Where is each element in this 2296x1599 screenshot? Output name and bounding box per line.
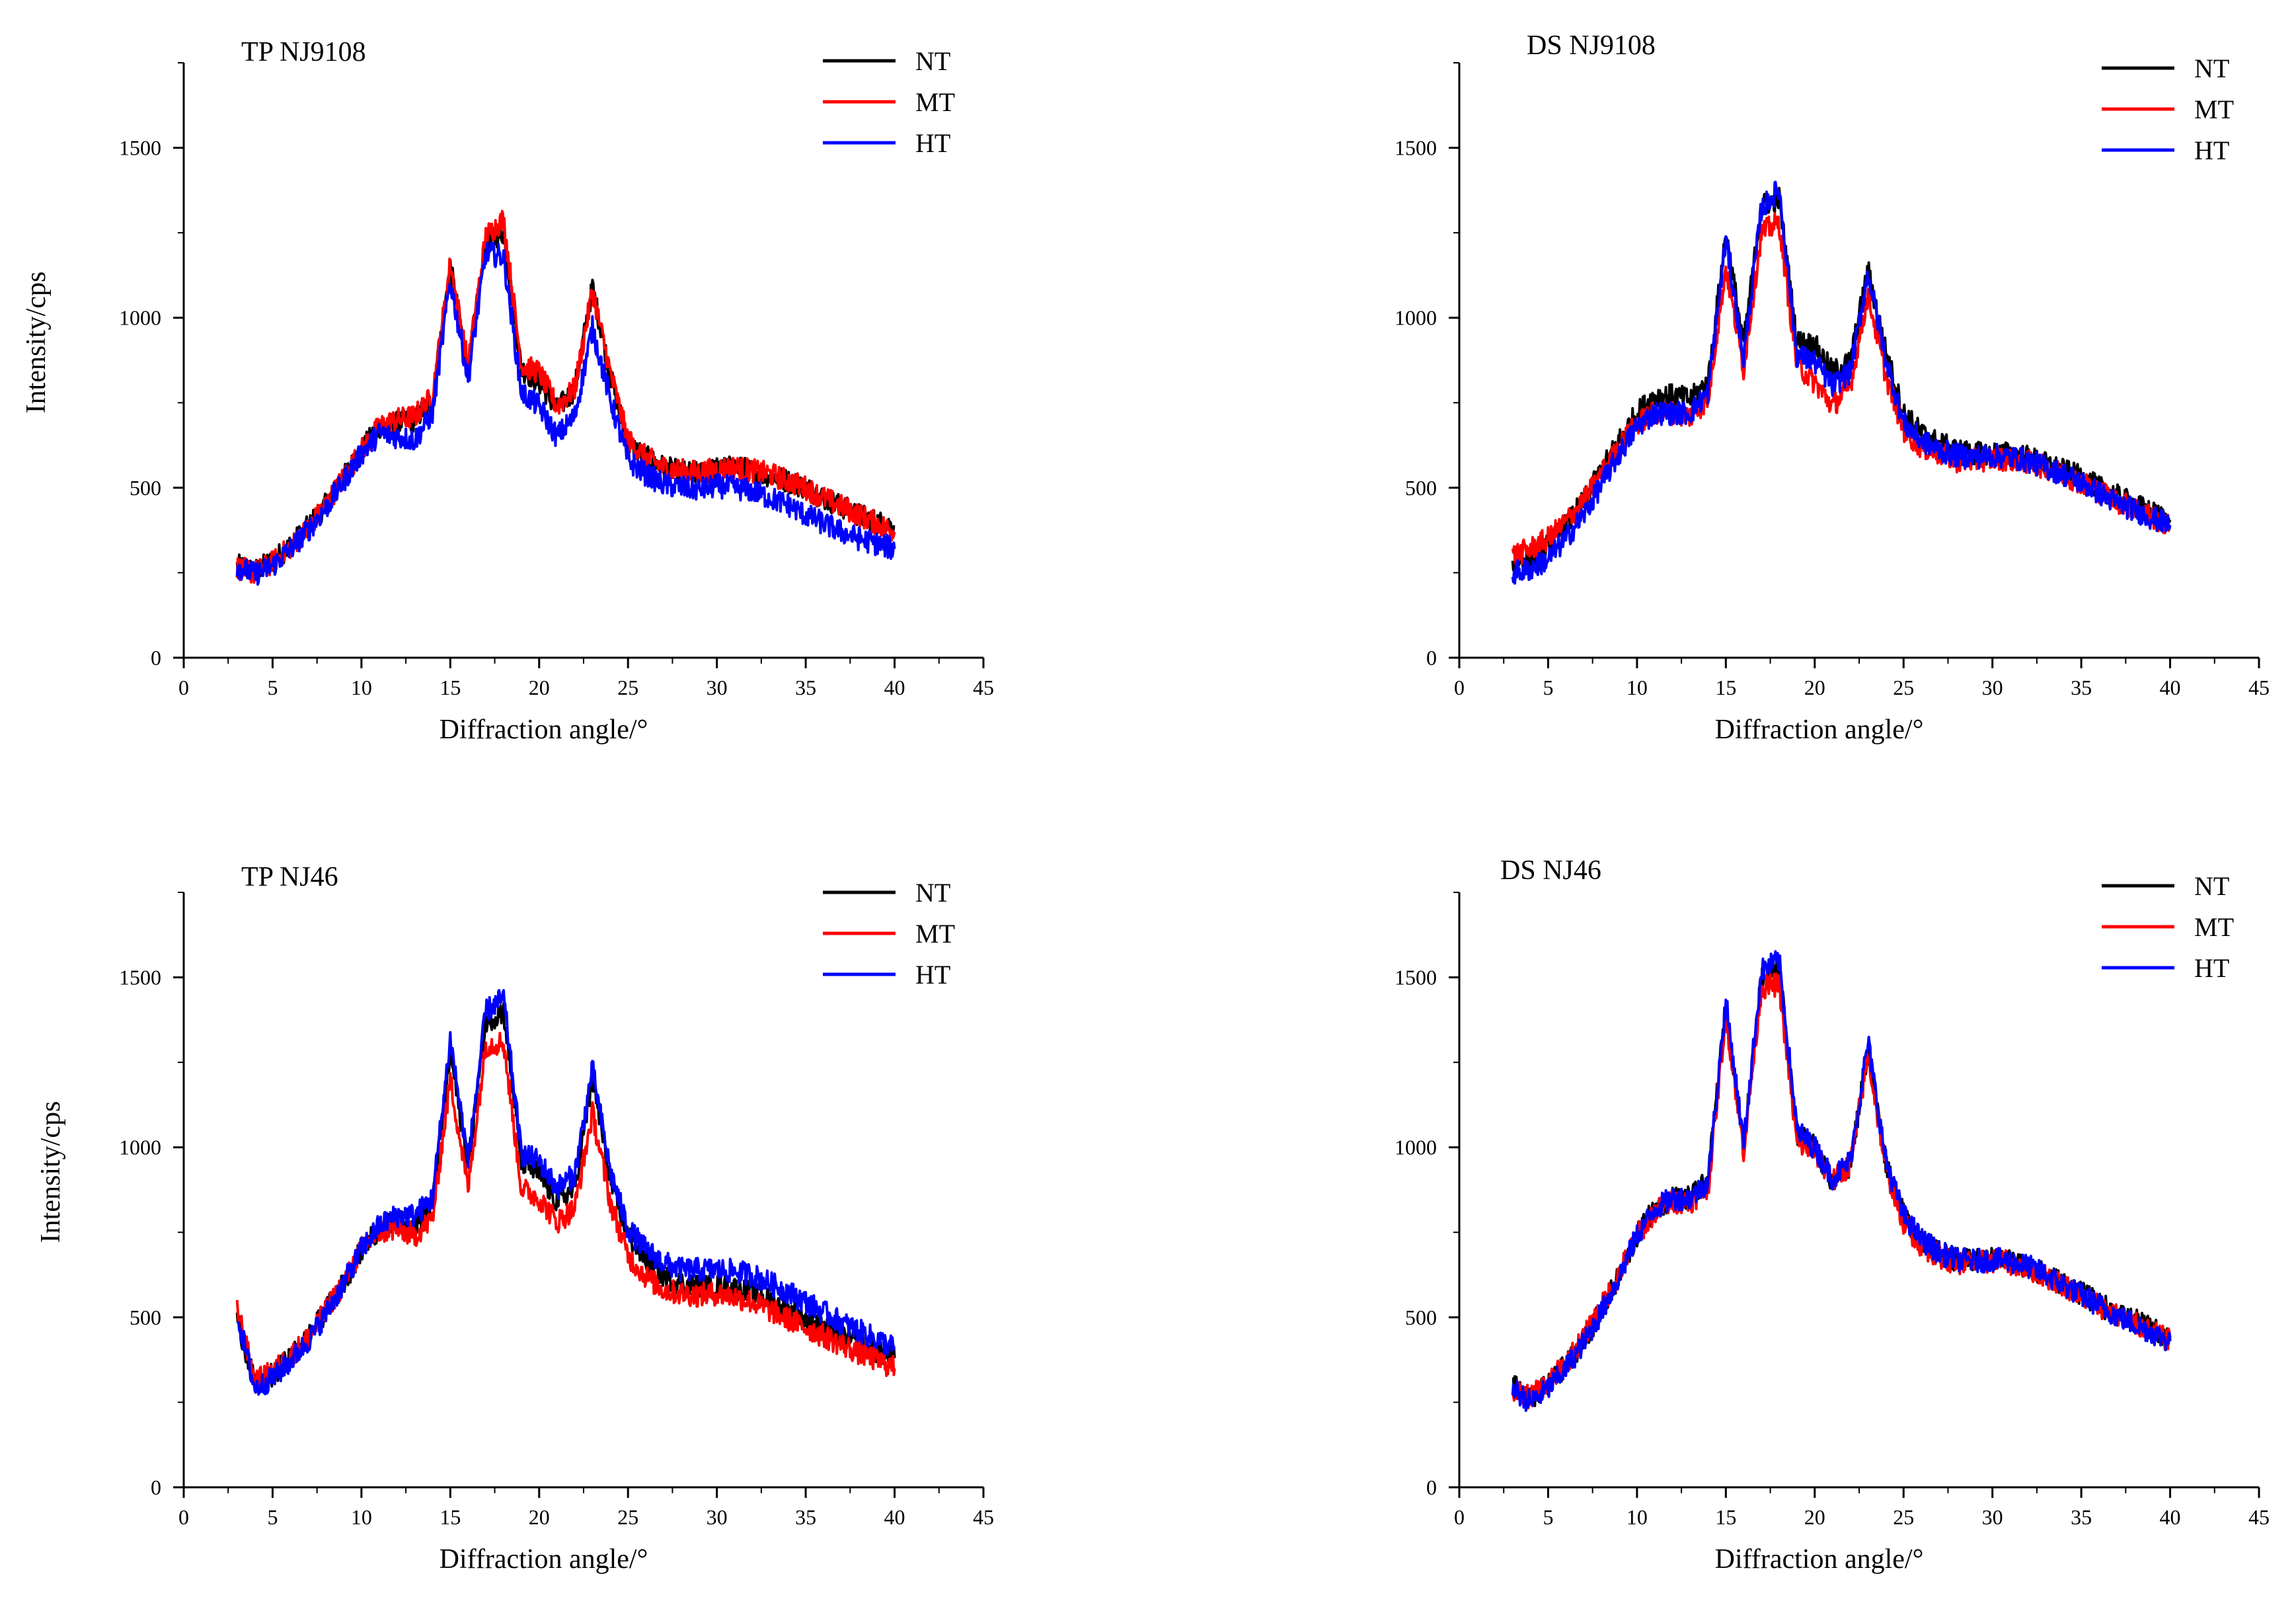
x-tick-label: 5 <box>1543 676 1553 699</box>
y-tick-label: 500 <box>130 1306 161 1329</box>
x-axis-label: Diffraction angle/° <box>440 1544 648 1575</box>
y-tick-label: 1000 <box>1395 306 1437 330</box>
x-tick-label: 10 <box>1626 1505 1648 1529</box>
x-tick-label: 20 <box>1804 676 1825 699</box>
panel-title: DS NJ9108 <box>1527 30 1656 61</box>
x-tick-label: 35 <box>795 1505 816 1529</box>
y-tick-label: 1000 <box>119 1136 161 1159</box>
legend-label-nt: NT <box>2194 871 2229 901</box>
y-tick-label: 0 <box>1426 1475 1437 1499</box>
legend: NT MT HT <box>2102 54 2234 165</box>
x-tick-label: 0 <box>1454 1505 1465 1529</box>
legend-label-ht: HT <box>915 960 950 990</box>
chart-panel-2: 0 5 10 15 20 25 30 35 40 45 0 500 1000 1500 Diffractio… <box>1395 30 2270 745</box>
series-line-mt <box>1511 972 2172 1410</box>
x-tick-label: 15 <box>1715 676 1736 699</box>
chart-panel-4: 0 5 10 15 20 25 30 35 40 45 0 500 1000 1500 Diffractio… <box>1395 855 2270 1575</box>
legend: NT MT HT <box>2102 871 2234 983</box>
x-tick-label: 5 <box>1543 1505 1553 1529</box>
x-tick-label: 15 <box>1715 1505 1736 1529</box>
x-tick-label: 15 <box>440 1505 461 1529</box>
x-tick-label: 20 <box>1804 1505 1825 1529</box>
x-tick-label: 10 <box>351 676 372 699</box>
series-line-mt <box>1511 212 2172 565</box>
chart-panel-1: 0 5 10 15 20 25 30 35 40 45 0 500 1000 1500 Diffractio… <box>21 37 994 745</box>
y-tick-label: 0 <box>1426 646 1437 670</box>
legend-label-mt: MT <box>2194 95 2234 124</box>
x-tick-label: 30 <box>1982 1505 2003 1529</box>
x-tick-label: 25 <box>617 676 638 699</box>
legend-label-ht: HT <box>915 128 950 158</box>
panel-title: DS NJ46 <box>1500 855 1601 886</box>
x-tick-label: 5 <box>267 676 278 699</box>
y-tick-label: 500 <box>1405 1306 1437 1329</box>
legend-label-ht: HT <box>2194 953 2229 983</box>
x-tick-label: 0 <box>178 1505 189 1529</box>
legend: NT MT HT <box>823 878 955 990</box>
legend-label-mt: MT <box>915 87 955 117</box>
x-tick-label: 35 <box>2071 1505 2092 1529</box>
x-tick-label: 40 <box>884 676 905 699</box>
y-tick-label: 1500 <box>1395 966 1437 990</box>
y-tick-label: 0 <box>151 1475 161 1499</box>
y-tick-label: 1500 <box>1395 136 1437 160</box>
series-line-mt <box>235 210 896 584</box>
x-tick-label: 45 <box>973 676 994 699</box>
legend-label-nt: NT <box>915 46 950 76</box>
chart-panel-3: 0 5 10 15 20 25 30 35 40 45 0 500 1000 1500 Diffractio… <box>36 862 994 1575</box>
x-tick-label: 25 <box>1893 1505 1914 1529</box>
x-axis-label: Diffraction angle/° <box>1715 1544 1924 1575</box>
x-tick-label: 20 <box>529 676 550 699</box>
y-axis-label: Intensity/cps <box>36 1101 66 1243</box>
panel-title: TP NJ9108 <box>241 37 366 67</box>
x-tick-label: 25 <box>617 1505 638 1529</box>
y-tick-label: 500 <box>130 476 161 500</box>
series-line-ht <box>236 989 896 1396</box>
x-tick-label: 25 <box>1893 676 1914 699</box>
x-tick-label: 35 <box>795 676 816 699</box>
x-tick-label: 30 <box>707 676 728 699</box>
x-tick-label: 40 <box>2160 676 2181 699</box>
legend-label-mt: MT <box>2194 912 2234 942</box>
x-axis-label: Diffraction angle/° <box>1715 715 1924 745</box>
series-line-mt <box>235 1031 896 1393</box>
x-tick-label: 30 <box>1982 676 2003 699</box>
x-tick-label: 0 <box>178 676 189 699</box>
y-tick-label: 1000 <box>1395 1136 1437 1159</box>
legend: NT MT HT <box>823 46 955 158</box>
x-tick-label: 15 <box>440 676 461 699</box>
x-tick-label: 0 <box>1454 676 1465 699</box>
y-tick-label: 1500 <box>119 966 161 990</box>
y-tick-label: 0 <box>151 646 161 670</box>
x-tick-label: 10 <box>351 1505 372 1529</box>
x-tick-label: 20 <box>529 1505 550 1529</box>
legend-label-mt: MT <box>915 919 955 949</box>
x-tick-label: 40 <box>884 1505 905 1529</box>
y-tick-label: 500 <box>1405 476 1437 500</box>
x-tick-label: 45 <box>2248 1505 2270 1529</box>
series-line-ht <box>1511 180 2172 585</box>
x-axis-label: Diffraction angle/° <box>440 715 648 745</box>
y-axis-label: Intensity/cps <box>21 272 52 414</box>
series-line-nt <box>235 1002 896 1393</box>
legend-label-ht: HT <box>2194 136 2229 165</box>
panel-title: TP NJ46 <box>241 862 338 892</box>
legend-label-nt: NT <box>2194 54 2229 83</box>
x-tick-label: 5 <box>267 1505 278 1529</box>
x-tick-label: 45 <box>2248 676 2270 699</box>
series-line-ht <box>235 241 896 586</box>
x-tick-label: 45 <box>973 1505 994 1529</box>
x-tick-label: 30 <box>707 1505 728 1529</box>
x-tick-label: 10 <box>1626 676 1648 699</box>
x-tick-label: 40 <box>2160 1505 2181 1529</box>
series-line-ht <box>1511 950 2172 1412</box>
legend-label-nt: NT <box>915 878 950 908</box>
y-tick-label: 1000 <box>119 306 161 330</box>
x-tick-label: 35 <box>2071 676 2092 699</box>
y-tick-label: 1500 <box>119 136 161 160</box>
